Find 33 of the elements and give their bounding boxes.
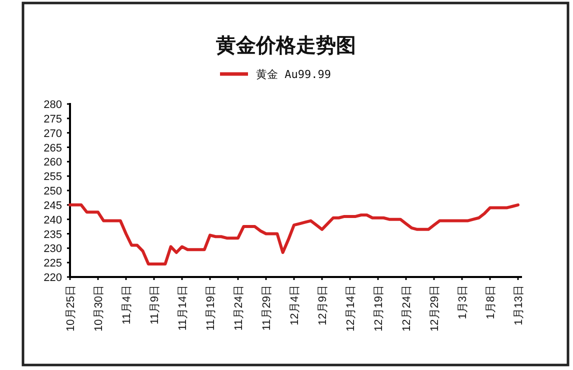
x-tick-label: 11月14日	[177, 285, 189, 331]
y-tick-label: 240	[44, 214, 62, 226]
x-tick-label: 10月30日	[93, 285, 105, 332]
y-tick-label: 280	[44, 99, 62, 111]
x-tick-label: 11月19日	[205, 285, 217, 331]
x-tick-label: 1月8日	[485, 285, 497, 320]
y-tick-label: 275	[44, 113, 62, 126]
x-tick-label: 11月29日	[261, 285, 273, 331]
y-tick-label: 230	[44, 243, 62, 256]
line-series	[68, 203, 520, 266]
x-tick-label: 12月4日	[289, 285, 301, 326]
y-tick-label: 225	[44, 258, 62, 270]
y-tick-label: 260	[44, 156, 62, 169]
x-tick-label: 11月24日	[233, 285, 245, 331]
x-tick-label: 12月14日	[345, 285, 357, 332]
y-tick-label: 245	[44, 200, 62, 212]
x-tick-label: 11月4日	[121, 285, 133, 325]
y-tick-label: 265	[44, 142, 62, 154]
y-tick-label: 270	[44, 128, 62, 140]
chart-title: 黄金价格走势图	[215, 33, 356, 57]
y-tick-label: 255	[44, 171, 62, 184]
y-tick-label: 235	[44, 228, 62, 241]
x-tick-label: 10月25日	[65, 285, 77, 332]
x-tick-label: 12月9日	[317, 285, 329, 326]
x-tick-label: 11月9日	[149, 285, 161, 325]
y-tick-label: 220	[44, 272, 62, 284]
legend-label: 黄金 Au99.99	[256, 68, 331, 81]
x-tick-label: 1月13日	[513, 285, 525, 326]
x-tick-label: 12月29日	[429, 285, 441, 332]
x-tick-label: 1月3日	[457, 285, 469, 320]
x-tick-label: 12月24日	[401, 285, 413, 332]
x-tick-label: 12月19日	[373, 285, 385, 332]
y-tick-label: 250	[44, 186, 62, 198]
